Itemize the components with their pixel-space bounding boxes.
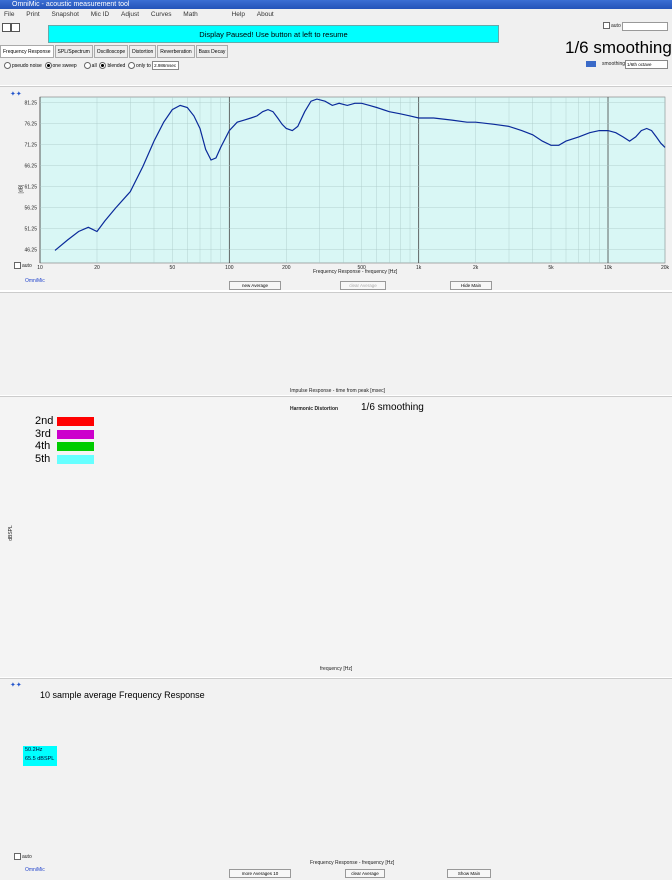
menu-help[interactable]: Help: [231, 11, 245, 18]
menu-curves[interactable]: Curves: [150, 11, 172, 18]
hd-legend-swatch: [57, 454, 94, 464]
hd-legend-label: 5th: [35, 452, 51, 465]
show-main-button[interactable]: Show Main: [447, 869, 491, 878]
hd-x-title: frequency [Hz]: [320, 666, 353, 672]
tab-frequency-response[interactable]: Frequency Response: [0, 45, 54, 58]
panel2-x-title: Impulse Response - time from peak [msec]: [290, 388, 386, 394]
pause-icon[interactable]: [2, 23, 11, 32]
clear-average-button[interactable]: clear Average: [340, 281, 386, 290]
smoothing-icon[interactable]: [586, 61, 596, 67]
tab-label: Frequency Response: [3, 49, 51, 55]
menu-adjust[interactable]: Adjust: [121, 11, 140, 18]
new-average-button[interactable]: new Average: [229, 281, 281, 290]
panel4-auto-checkbox[interactable]: auto: [14, 853, 32, 860]
tab-label: Distortion: [132, 49, 154, 55]
menu-math[interactable]: Math: [183, 11, 198, 18]
fr-y-tick-label: 46.25: [24, 247, 37, 253]
panel1-y-unit: [dB]: [18, 184, 25, 194]
tab-bass-decay[interactable]: Bass Decay: [195, 45, 229, 58]
fr-x-tick-label: 50: [170, 265, 176, 271]
hd-legend-swatch: [57, 442, 94, 451]
fr-x-tick-label: 100: [225, 265, 234, 271]
harmonic-distortion-panel: [0, 396, 672, 677]
title-bar: OmniMic - acoustic measurement tool: [0, 0, 672, 9]
fr-y-tick-label: 76.25: [24, 121, 37, 127]
fr-y-tick-label: 61.25: [24, 184, 37, 190]
hd-legend-swatch: [57, 417, 94, 426]
hd-legend-label: 2nd: [35, 415, 54, 427]
cursor-level: 65.5 dBSPL: [25, 756, 55, 762]
more-averages-button[interactable]: more Averages 10: [229, 869, 291, 878]
menu-file[interactable]: File: [4, 11, 15, 18]
tab-oscilloscope[interactable]: Oscilloscope: [93, 45, 129, 58]
fr-plot-area: [39, 96, 666, 264]
menu-mic-id[interactable]: Mic ID: [90, 11, 110, 18]
panel4-x-title: Frequency Response - frequency [Hz]: [310, 860, 395, 866]
fr-x-tick-label: 20k: [661, 265, 670, 271]
window-title: OmniMic - acoustic measurement tool: [12, 1, 130, 8]
radio-one-sweep[interactable]: one sweep: [44, 62, 77, 69]
hd-legend-label: 3rd: [35, 427, 51, 440]
radio-all[interactable]: all: [83, 62, 97, 69]
tab-distortion[interactable]: Distortion: [129, 45, 157, 58]
radio-pseudo-noise[interactable]: pseudo noise: [4, 62, 42, 69]
impulse-response-panel: [0, 292, 672, 395]
menu-print[interactable]: Print: [26, 11, 40, 18]
fr-y-tick-label: 56.25: [24, 205, 37, 211]
fr-y-tick-label: 71.25: [24, 142, 37, 148]
fr-y-tick-label: 51.25: [24, 226, 37, 232]
average-response-panel: [0, 678, 672, 880]
hd-header-big: 1/6 smoothing: [361, 402, 424, 413]
hd-legend-label: 4th: [35, 440, 51, 452]
tab-label: Oscilloscope: [96, 49, 126, 55]
hide-main-button[interactable]: Hide Main: [450, 281, 492, 290]
window-input[interactable]: 2.986msec: [152, 61, 180, 70]
tab-reverberation[interactable]: Reverberation: [157, 45, 195, 58]
level-slider[interactable]: [622, 22, 668, 31]
tab-spl-spectrum[interactable]: SPL/Spectrum: [54, 45, 93, 58]
hd-legend-swatch: [57, 429, 94, 439]
auto-checkbox[interactable]: auto: [603, 22, 621, 29]
fr-x-tick-label: 1k: [416, 265, 422, 271]
fr-x-tick-label: 2k: [473, 265, 479, 271]
fr-x-tick-label: 10k: [604, 265, 613, 271]
tab-label: Bass Decay: [198, 49, 226, 55]
radio-only-to[interactable]: only to: [128, 62, 151, 69]
zoom-arrows-icon-2[interactable]: ✦✦: [10, 682, 22, 689]
fr-series-line: [54, 98, 666, 251]
fr-x-tick-label: 500: [358, 265, 367, 271]
avg-header: 10 sample average Frequency Response: [40, 690, 205, 700]
smoothing-title: 1/6 smoothing: [565, 38, 672, 57]
fr-x-tick-label: 5k: [548, 265, 554, 271]
hd-header-small: Harmonic Distortion: [290, 406, 339, 412]
tab-label: Reverberation: [160, 49, 192, 55]
panel4-brand: OmniMic: [25, 867, 45, 873]
menu-bar: File Print Snapshot Mic ID Adjust Curves…: [0, 9, 672, 21]
fr-x-tick-label: 200: [282, 265, 291, 271]
clear-average-button-2[interactable]: clear Average: [345, 869, 385, 878]
cursor-freq: 50.2Hz: [25, 747, 43, 753]
options-row: pseudo noise one sweep all blended only …: [4, 61, 180, 70]
tab-label: SPL/Spectrum: [57, 49, 90, 55]
fr-y-tick-label: 66.25: [24, 163, 37, 169]
fr-y-tick-label: 81.25: [24, 100, 37, 106]
radio-blended[interactable]: blended: [99, 62, 125, 69]
fr-x-tick-label: 10: [37, 265, 43, 271]
hd-y-unit: dBSPL: [7, 525, 14, 541]
smoothing-label: smoothing: [602, 61, 626, 67]
snapshot-icon[interactable]: [11, 23, 20, 32]
fr-x-tick-label: 20: [94, 265, 100, 271]
menu-snapshot[interactable]: Snapshot: [51, 11, 79, 18]
panel1-auto-checkbox[interactable]: auto: [14, 262, 32, 269]
smoothing-select[interactable]: 1/6th octave: [625, 60, 668, 69]
status-paused-banner: Display Paused! Use button at left to re…: [48, 25, 499, 43]
panel1-brand: OmniMic: [25, 278, 45, 284]
cursor-readout: 50.2Hz 65.5 dBSPL: [23, 746, 57, 766]
panel1-x-title: Frequency Response - frequency [Hz]: [313, 269, 398, 275]
menu-about[interactable]: About: [256, 11, 274, 18]
zoom-arrows-icon[interactable]: ✦✦: [10, 91, 22, 98]
tab-bar: Frequency Response SPL/Spectrum Oscillosco…: [0, 45, 672, 58]
